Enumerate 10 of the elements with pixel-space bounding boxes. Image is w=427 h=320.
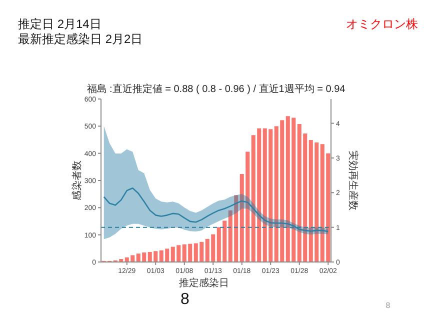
text: 8	[386, 301, 391, 310]
text: 推定日 2月14日	[18, 17, 102, 31]
y-axis-title: 感染者数	[71, 160, 83, 200]
line-series	[103, 187, 329, 232]
x-axis-title: 推定感染日	[179, 277, 229, 289]
text: 8	[180, 291, 190, 308]
text: オミクロン株	[346, 17, 418, 31]
y2-axis-title: 実効再生産数	[347, 150, 359, 210]
chart-title: 福島 :直近推定値 = 0.88 ( 0.8 - 0.96 ) / 直近1週平均 = 0.94	[86, 83, 346, 95]
text: 最新推定感染日 2月2日	[18, 32, 143, 46]
